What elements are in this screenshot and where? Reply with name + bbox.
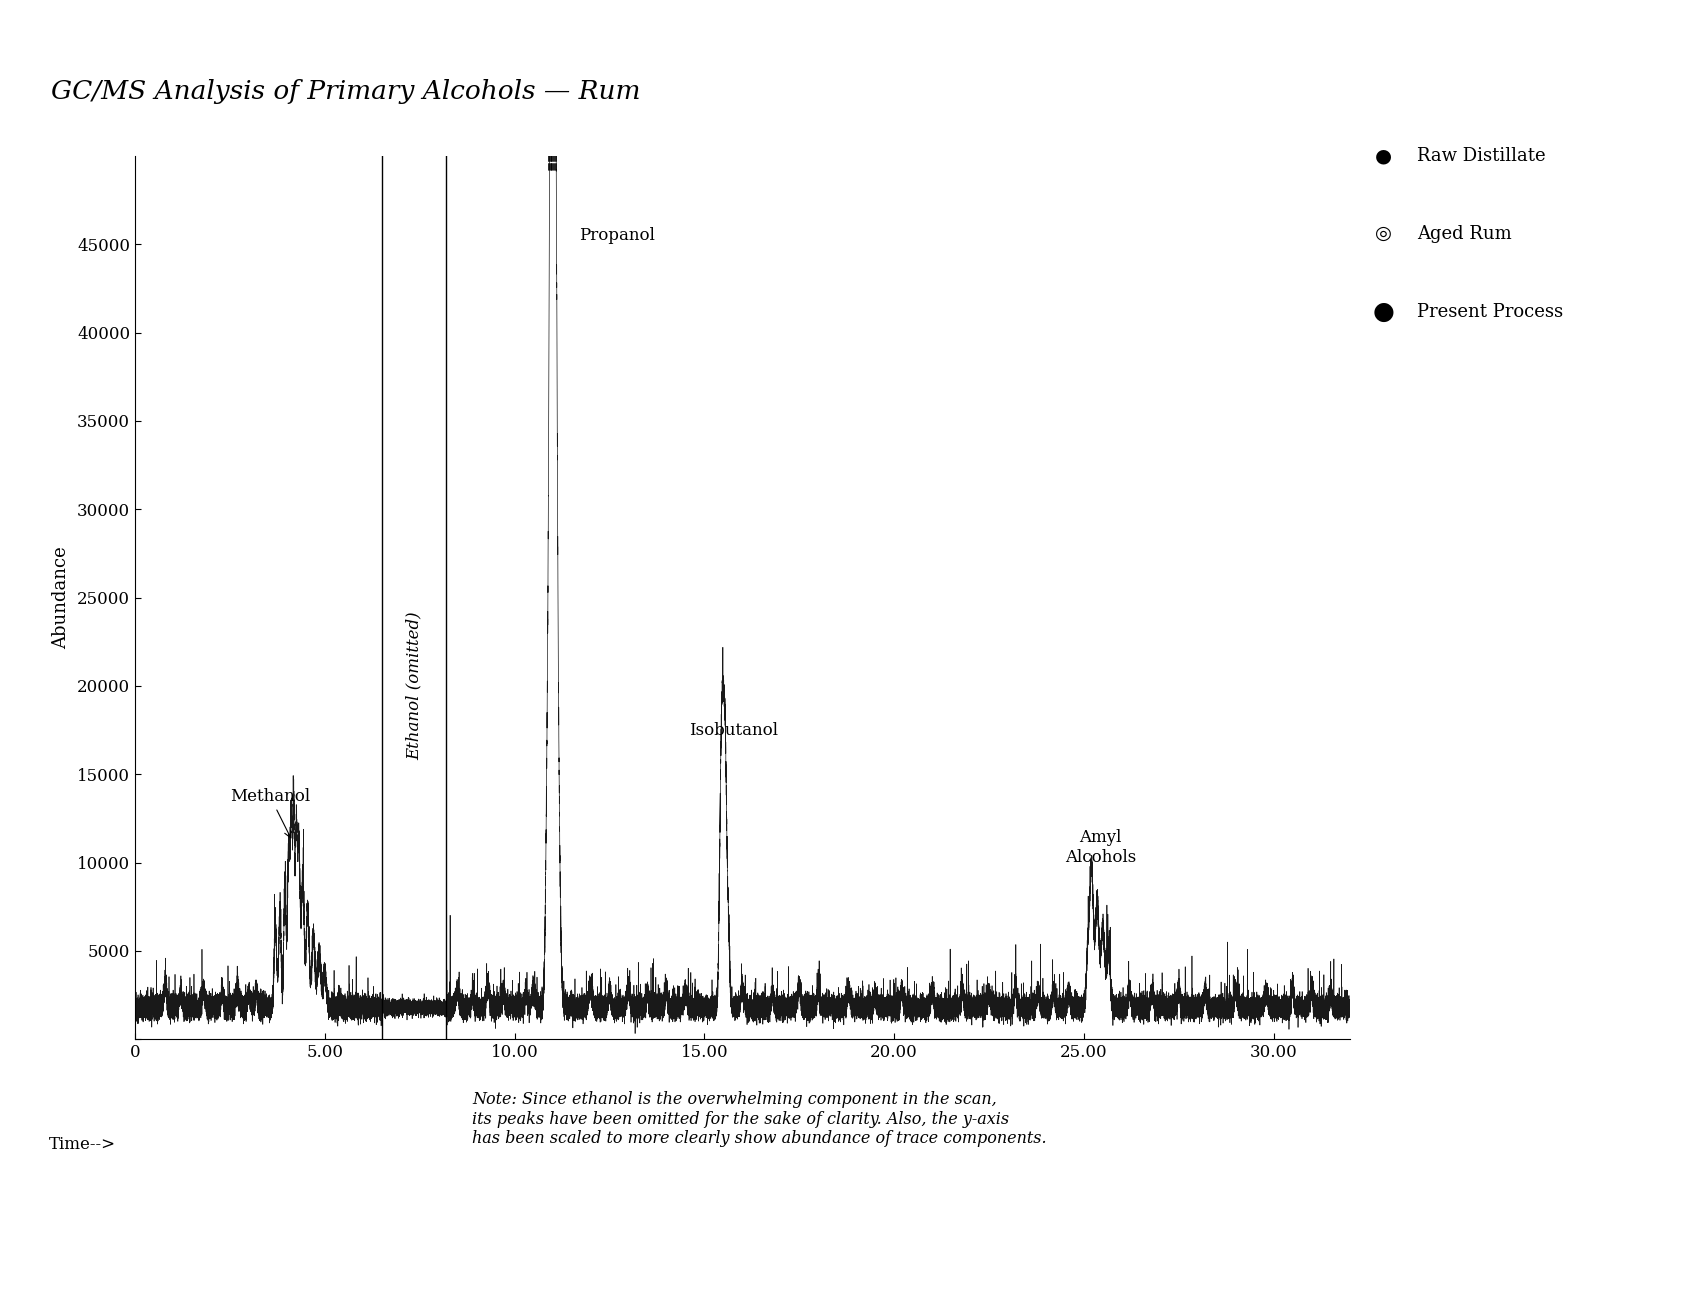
Text: Propanol: Propanol <box>579 226 655 243</box>
Text: Isobutanol: Isobutanol <box>688 722 778 739</box>
Text: Raw Distillate: Raw Distillate <box>1417 147 1545 165</box>
Text: Aged Rum: Aged Rum <box>1417 225 1512 243</box>
Text: Present Process: Present Process <box>1417 303 1564 321</box>
Text: Methanol: Methanol <box>229 787 310 838</box>
Text: Ethanol (omitted): Ethanol (omitted) <box>405 612 422 760</box>
Text: GC/MS Analysis of Primary Alcohols — Rum: GC/MS Analysis of Primary Alcohols — Rum <box>51 79 639 104</box>
Text: Note: Since ethanol is the overwhelming component in the scan,
its peaks have be: Note: Since ethanol is the overwhelming … <box>472 1091 1048 1147</box>
Text: Time-->: Time--> <box>49 1137 116 1154</box>
Text: Amyl
Alcohols: Amyl Alcohols <box>1064 830 1135 866</box>
Text: ●: ● <box>1375 147 1392 165</box>
Y-axis label: Abundance: Abundance <box>52 546 71 650</box>
Text: ◎: ◎ <box>1375 225 1392 243</box>
Text: ●: ● <box>1373 300 1393 323</box>
